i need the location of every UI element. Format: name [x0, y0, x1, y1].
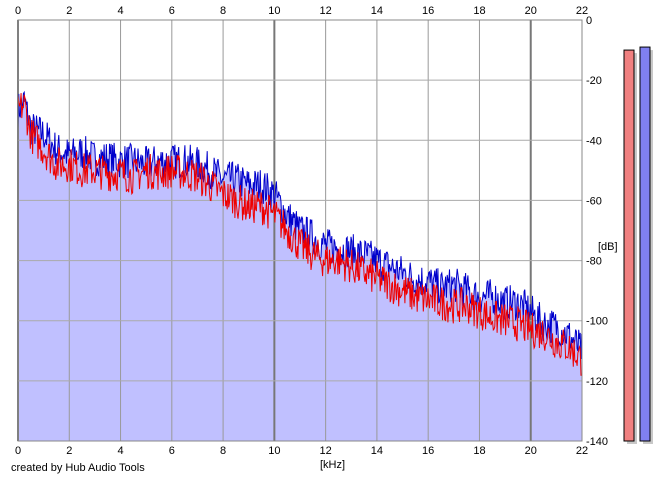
x-tick-label-top: 2 [66, 5, 72, 17]
level-meter-right [639, 46, 651, 442]
y-tick-label: -100 [586, 316, 608, 328]
level-meters [623, 46, 653, 445]
x-tick-label-bottom: 12 [320, 445, 332, 457]
x-tick-label-bottom: 2 [66, 445, 72, 457]
series-line-red [17, 93, 583, 376]
y-tick-label: -140 [586, 436, 608, 448]
spectrum-area [18, 92, 582, 442]
y-axis-label: [dB] [598, 241, 618, 253]
x-tick-label-top: 4 [117, 5, 123, 17]
x-tick-label-top: 16 [422, 5, 434, 17]
x-tick-label-top: 0 [15, 5, 21, 17]
y-tick-label: -20 [586, 75, 602, 87]
x-tick-label-top: 10 [268, 5, 280, 17]
x-tick-label-top: 6 [169, 5, 175, 17]
x-tick-label-bottom: 4 [117, 445, 123, 457]
x-tick-label-bottom: 16 [422, 445, 434, 457]
x-tick-label-top: 20 [525, 5, 537, 17]
x-tick-label-top: 8 [220, 5, 226, 17]
chart-axes: 002244668810101212141416161818202022220-… [15, 5, 608, 457]
x-tick-label-top: 12 [320, 5, 332, 17]
series-line-blue [17, 90, 583, 360]
level-meter-left [623, 49, 635, 442]
credit-text: created by Hub Audio Tools [11, 462, 145, 474]
x-tick-label-bottom: 0 [15, 445, 21, 457]
y-tick-label: -120 [586, 376, 608, 388]
spectrum-fill [18, 92, 582, 442]
plot-frame [17, 19, 583, 442]
y-tick-label: -60 [586, 195, 602, 207]
y-tick-label: 0 [586, 15, 592, 27]
x-tick-label-top: 22 [576, 5, 588, 17]
x-tick-label-bottom: 10 [268, 445, 280, 457]
series-lines [17, 90, 583, 376]
x-tick-label-bottom: 18 [473, 445, 485, 457]
x-tick-label-top: 14 [371, 5, 383, 17]
x-tick-label-bottom: 6 [169, 445, 175, 457]
x-tick-label-bottom: 22 [576, 445, 588, 457]
x-tick-label-bottom: 14 [371, 445, 383, 457]
y-tick-label: -80 [586, 256, 602, 268]
x-axis-label: [kHz] [320, 459, 345, 471]
x-tick-label-top: 18 [473, 5, 485, 17]
x-tick-label-bottom: 20 [525, 445, 537, 457]
x-tick-label-bottom: 8 [220, 445, 226, 457]
y-tick-label: -40 [586, 135, 602, 147]
